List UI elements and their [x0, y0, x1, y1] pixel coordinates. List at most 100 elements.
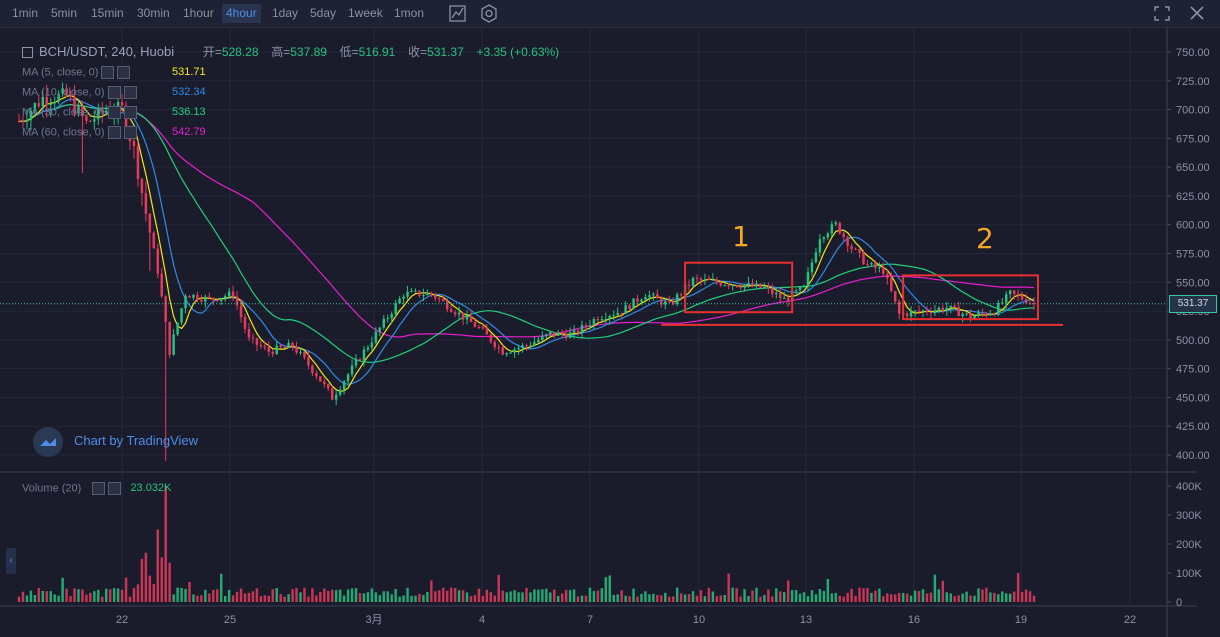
symbol-label: BCH/USDT, 240, Huobi	[39, 44, 175, 59]
close-icon[interactable]	[117, 66, 131, 79]
close-icon[interactable]	[123, 106, 137, 119]
price-tick-label: 650.00	[1176, 162, 1210, 174]
volume-bar	[430, 580, 433, 602]
volume-bar	[679, 593, 683, 602]
volume-bar	[418, 593, 421, 602]
candle-body	[315, 372, 318, 377]
gear-icon[interactable]	[92, 482, 106, 495]
low-label: 低=	[339, 45, 359, 59]
volume-bar	[434, 591, 437, 602]
candle-body	[977, 312, 980, 316]
candle-body	[247, 329, 251, 338]
candle-body	[564, 334, 568, 338]
candle-body	[21, 121, 25, 123]
timeframe-1min[interactable]: 1min	[12, 6, 39, 20]
gear-icon[interactable]	[107, 86, 121, 99]
volume-bar	[239, 588, 243, 602]
chart-area[interactable]: 750.00 725.00 700.00 675.00 650.00 625.00 600.…	[0, 27, 1220, 637]
candle-body	[909, 311, 913, 317]
candle-body	[727, 285, 730, 287]
candle-body	[600, 319, 604, 321]
candle-body	[743, 285, 746, 288]
candle-body	[925, 310, 929, 313]
candle-body	[132, 141, 136, 147]
volume-bar	[882, 596, 885, 602]
volume-bar	[327, 590, 330, 602]
volume-bar	[101, 596, 104, 602]
timeframe-5day[interactable]: 5day	[310, 6, 337, 20]
legend-icon[interactable]	[22, 47, 33, 59]
volume-bar	[120, 589, 124, 602]
volume-bar	[541, 589, 544, 602]
volume-bar	[858, 587, 861, 602]
collapse-tab[interactable]: ‹	[6, 548, 16, 574]
candle-body	[477, 326, 481, 328]
candle-body	[965, 313, 968, 315]
volume-bar	[509, 591, 512, 602]
candle-body	[905, 313, 909, 317]
timeframe-1mon[interactable]: 1mon	[394, 6, 425, 20]
candle-body	[97, 107, 100, 120]
volume-bar	[668, 596, 671, 602]
volume-bar	[140, 558, 144, 602]
timeframe-5min[interactable]: 5min	[51, 6, 78, 20]
volume-tick-label: 100K	[1176, 568, 1202, 580]
close-icon[interactable]	[123, 126, 137, 139]
ma-label: MA (5, close, 0)	[22, 66, 99, 79]
price-tick-label: 550.00	[1176, 277, 1210, 289]
close-icon[interactable]	[1186, 3, 1208, 24]
time-tick-label: 3月	[365, 614, 382, 626]
volume-bar	[263, 595, 267, 602]
timeframe-1day[interactable]: 1day	[272, 6, 299, 20]
volume-bar	[334, 590, 338, 602]
volume-bar	[77, 589, 80, 602]
fullscreen-icon[interactable]	[1151, 3, 1173, 24]
candle-body	[192, 294, 195, 298]
candle-body	[763, 286, 766, 288]
timeframe-30min[interactable]: 30min	[137, 6, 170, 20]
close-icon[interactable]	[123, 86, 137, 99]
candle-body	[160, 273, 163, 297]
candle-body	[1008, 290, 1012, 295]
volume-bar	[299, 592, 302, 602]
candle-body	[921, 310, 925, 312]
candle-body	[608, 315, 611, 319]
gear-icon[interactable]	[107, 126, 121, 139]
candle-body	[759, 283, 762, 288]
candle-body	[311, 365, 314, 373]
settings-icon[interactable]	[478, 3, 500, 24]
timeframe-1week[interactable]: 1week	[348, 6, 383, 20]
candle-body	[283, 347, 286, 349]
candle-body	[715, 279, 719, 283]
timeframe-1hour[interactable]: 1hour	[183, 6, 214, 20]
candle-body	[806, 272, 810, 286]
volume-bar	[640, 593, 643, 602]
candle-body	[525, 345, 528, 347]
volume-bar	[493, 595, 497, 602]
volume-bar	[231, 595, 235, 602]
candle-body	[342, 381, 346, 390]
ma-value: 532.34	[172, 86, 206, 98]
timeframe-15min[interactable]: 15min	[91, 6, 124, 20]
volume-bar	[223, 595, 227, 602]
gear-icon[interactable]	[101, 66, 115, 79]
time-tick-label: 19	[1015, 614, 1027, 626]
volume-bar	[664, 592, 667, 602]
volume-bar	[572, 589, 576, 602]
candle-body	[231, 291, 235, 297]
close-icon[interactable]	[108, 482, 122, 495]
gear-icon[interactable]	[107, 106, 121, 119]
price-tick-label: 425.00	[1176, 421, 1210, 433]
candle-body	[699, 278, 703, 281]
candle-body	[235, 296, 239, 306]
volume-bar	[775, 588, 778, 602]
indicator-icon[interactable]	[447, 3, 469, 24]
candle-body	[287, 342, 290, 348]
volume-bar	[620, 590, 623, 602]
timeframe-4hour[interactable]: 4hour	[222, 4, 261, 23]
tradingview-watermark[interactable]: Chart by TradingView	[33, 427, 198, 457]
volume-bar	[465, 592, 469, 602]
volume-bar	[89, 592, 92, 602]
volume-bar	[921, 589, 925, 602]
volume-bar	[616, 594, 619, 602]
